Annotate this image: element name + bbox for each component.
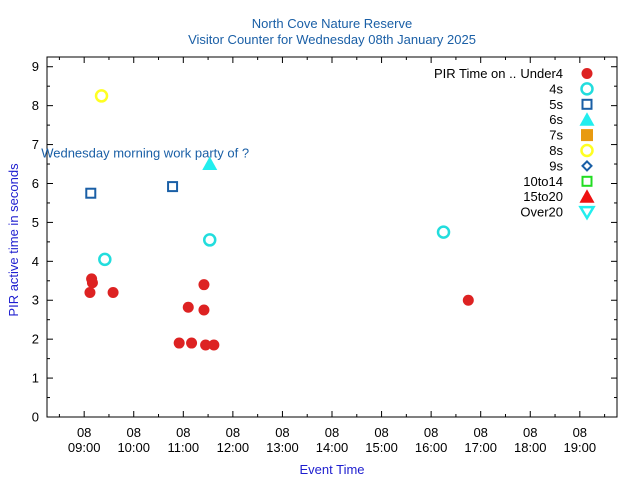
data-point-under4: [186, 337, 198, 349]
x-tick-label-time: 10:00: [117, 440, 150, 455]
y-tick-label: 8: [32, 98, 39, 113]
data-point-6s: [202, 156, 218, 171]
data-point-under4: [208, 339, 220, 351]
x-axis-label: Event Time: [299, 462, 364, 477]
legend-title: PIR Time on ..: [434, 66, 516, 81]
legend-label: 9s: [549, 158, 563, 173]
data-point-8s: [94, 89, 109, 103]
legend-label: Over20: [520, 205, 563, 220]
legend-label: 6s: [549, 112, 563, 127]
x-tick-label-time: 19:00: [564, 440, 597, 455]
legend-marker-15to20: [579, 189, 595, 203]
data-point-under4: [173, 337, 185, 349]
data-point-4s: [98, 252, 112, 267]
legend-marker-7s: [581, 129, 593, 142]
legend-marker-8s: [580, 143, 594, 158]
x-tick-label-time: 14:00: [316, 440, 349, 455]
legend-label: 7s: [549, 128, 563, 143]
legend-label: 15to20: [523, 189, 563, 204]
x-tick-label-day: 08: [275, 425, 289, 440]
x-tick-label-time: 09:00: [68, 440, 101, 455]
y-tick-label: 4: [32, 254, 39, 269]
x-tick-label-day: 08: [226, 425, 240, 440]
x-tick-label-day: 08: [325, 425, 339, 440]
x-tick-label-day: 08: [127, 425, 141, 440]
x-tick-label-day: 08: [523, 425, 537, 440]
annotation-layer: Wednesday morning work party of ?: [41, 145, 249, 160]
x-tick-label-time: 17:00: [464, 440, 497, 455]
y-tick-label: 1: [32, 371, 39, 386]
data-point-5s: [85, 187, 97, 199]
legend-marker-6s: [579, 112, 595, 126]
x-tick-label-day: 08: [473, 425, 487, 440]
x-tick-label-day: 08: [77, 425, 91, 440]
y-tick-label: 0: [32, 410, 39, 425]
data-point-under4: [200, 339, 212, 351]
x-tick-label-day: 08: [573, 425, 587, 440]
legend-marker-4s: [580, 82, 594, 96]
y-tick-label: 5: [32, 215, 39, 230]
data-point-4s: [436, 225, 451, 239]
data-point-under4: [462, 294, 474, 306]
chart-subtitle: Visitor Counter for Wednesday 08th Janua…: [188, 32, 476, 47]
data-point-5s: [167, 181, 179, 193]
y-tick-label: 2: [32, 332, 39, 347]
x-tick-label-time: 16:00: [415, 440, 448, 455]
data-point-under4: [198, 304, 210, 316]
legend-marker-10to14: [581, 175, 593, 187]
y-tick-label: 3: [32, 293, 39, 308]
data-point-under4: [86, 277, 98, 289]
data-point-under4: [182, 301, 194, 313]
data-point-4s: [202, 233, 217, 247]
data-point-under4: [107, 286, 119, 298]
y-tick-label: 7: [32, 137, 39, 152]
legend-label: 4s: [549, 81, 563, 96]
x-tick-label-time: 18:00: [514, 440, 547, 455]
legend-label: Under4: [520, 66, 563, 81]
axis-ticks: 01234567890809:000810:000811:000812:0008…: [32, 57, 617, 455]
x-tick-label-time: 15:00: [365, 440, 398, 455]
y-axis-label: PIR active time in seconds: [6, 163, 21, 317]
data-point-under4: [84, 286, 96, 298]
data-point-under4: [198, 279, 210, 291]
legend-marker-over20: [578, 205, 596, 221]
x-tick-label-day: 08: [424, 425, 438, 440]
x-tick-label-time: 13:00: [266, 440, 299, 455]
chart-title: North Cove Nature Reserve: [252, 16, 412, 31]
legend-label: 8s: [549, 143, 563, 158]
legend-marker-under4: [581, 68, 593, 79]
plot-frame: [46, 56, 618, 418]
legend: PIR Time on .. Under44s5s6s7s8s9s10to1415…: [434, 66, 596, 221]
x-tick-label-day: 08: [374, 425, 388, 440]
legend-label: 10to14: [523, 174, 563, 189]
legend-marker-9s: [581, 159, 593, 172]
legend-label: 5s: [549, 97, 563, 112]
x-tick-label-time: 12:00: [217, 440, 250, 455]
data-points: [84, 89, 474, 351]
y-tick-label: 6: [32, 176, 39, 191]
x-tick-label-day: 08: [176, 425, 190, 440]
annotation-text: Wednesday morning work party of ?: [41, 145, 249, 160]
y-tick-label: 9: [32, 59, 39, 74]
legend-marker-5s: [581, 98, 593, 110]
x-tick-label-time: 11:00: [168, 440, 200, 455]
